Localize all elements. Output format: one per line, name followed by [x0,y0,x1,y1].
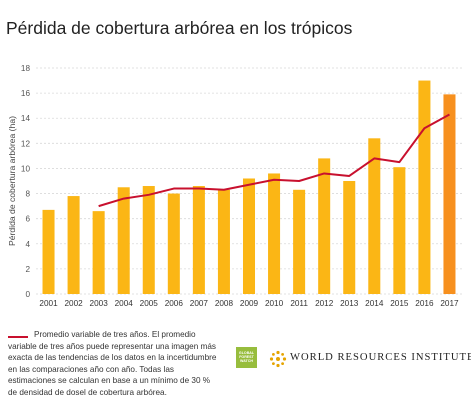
gfw-logo: GLOBAL FOREST WATCH [236,347,257,368]
bar [67,196,80,294]
bar [418,80,431,294]
bar [293,189,306,294]
bar [167,193,180,294]
y-tick-label: 6 [25,215,30,224]
x-tick-label: 2007 [190,299,209,308]
bar [42,209,55,294]
y-tick-label: 18 [21,64,31,73]
legend-text: Promedio variable de tres años. El prome… [8,330,217,397]
bar [242,178,256,294]
x-tick-label: 2014 [365,299,384,308]
y-tick-label: 12 [21,139,31,148]
y-tick-label: 10 [21,164,31,173]
x-tick-label: 2009 [240,299,259,308]
bar [117,187,130,294]
bar [318,158,331,294]
y-tick-labels: 0 2 4 6 8 10 12 14 16 18 [21,64,31,299]
y-tick-label: 16 [21,89,31,98]
bar [142,186,155,294]
bar [192,186,205,294]
x-tick-label: 2012 [315,299,334,308]
x-tick-label: 2003 [90,299,109,308]
x-tick-label: 2005 [140,299,159,308]
y-tick-label: 14 [21,114,31,123]
x-tick-label: 2015 [390,299,409,308]
bar [217,189,230,294]
moving-average-line [98,113,450,208]
bar [343,181,356,294]
bar-series [42,80,456,294]
moving-average-series [98,113,450,208]
x-tick-label: 2011 [290,299,308,308]
bar [393,167,406,294]
x-tick-label: 2004 [115,299,134,308]
bar [268,173,281,294]
legend-line-swatch [8,336,28,338]
bar [368,138,381,294]
bar [92,211,105,294]
x-tick-label: 2006 [165,299,184,308]
x-tick-label: 2017 [440,299,459,308]
wri-logo-icon [269,350,287,368]
x-tick-labels: 2001 2002 2003 2004 2005 2006 2007 2008 2009 2010… [39,299,459,308]
x-tick-label: 2001 [39,299,58,308]
y-tick-label: 0 [25,290,30,299]
y-axis-label: Pérdida de cobertura arbórea (ha) [7,116,17,246]
wri-logo-text: WORLD RESOURCES INSTITUTE [290,352,471,363]
chart-area: 0 2 4 6 8 10 12 14 16 18 2001 2002 2003 2004 2005 2006… [7,64,462,308]
y-tick-label: 2 [25,265,30,274]
x-tick-label: 2013 [340,299,359,308]
x-tick-label: 2002 [64,299,83,308]
x-tick-label: 2008 [215,299,234,308]
bar [443,94,456,294]
chart-title: Pérdida de cobertura arbórea en los tróp… [6,18,353,38]
x-tick-label: 2010 [265,299,284,308]
x-tick-label: 2016 [415,299,434,308]
y-tick-label: 4 [25,240,30,249]
y-tick-label: 8 [25,190,30,199]
